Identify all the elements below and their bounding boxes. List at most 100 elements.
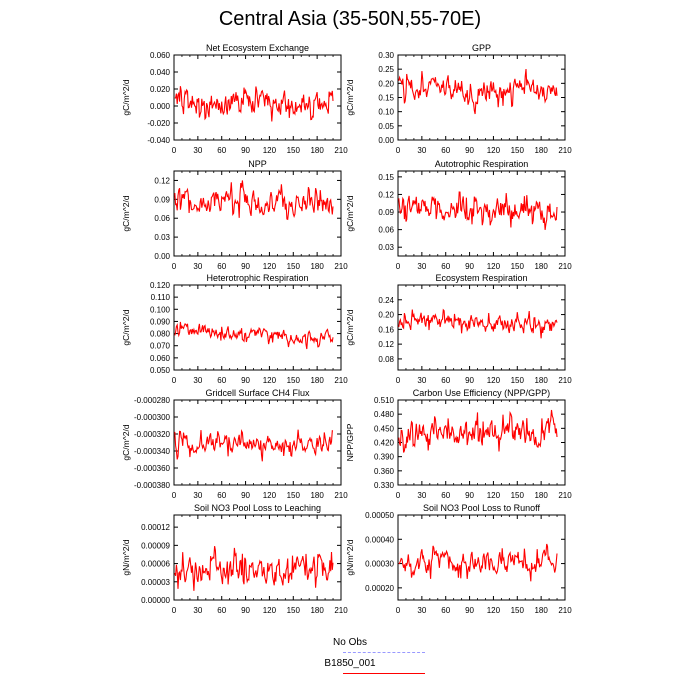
y-tick-label: 0.03: [154, 233, 170, 242]
y-tick-label: -0.000280: [134, 396, 171, 405]
y-tick-label: -0.000320: [134, 430, 171, 439]
y-tick-label: 0.080: [150, 330, 171, 339]
x-tick-label: 0: [396, 262, 401, 271]
x-tick-label: 210: [558, 606, 572, 615]
x-tick-label: 180: [310, 491, 324, 500]
x-tick-label: 120: [487, 376, 501, 385]
series-line: [174, 429, 334, 462]
y-tick-label: -0.000300: [134, 413, 171, 422]
legend-line-no-obs: [343, 652, 425, 653]
series-line: [174, 321, 334, 350]
x-tick-label: 210: [334, 262, 348, 271]
figure-title: Central Asia (35-50N,55-70E): [218, 8, 482, 30]
x-tick-label: 30: [193, 491, 202, 500]
panel-frame: [173, 284, 342, 371]
x-tick-label: 90: [241, 606, 250, 615]
panel-title: GPP: [472, 43, 491, 53]
y-axis-label: gC/m^2/d: [121, 309, 131, 345]
y-axis-label: NPP/GPP: [345, 423, 355, 461]
x-tick-label: 120: [263, 606, 277, 615]
y-tick-label: 0.20: [378, 79, 394, 88]
x-tick-label: 150: [287, 146, 301, 155]
panel-frame: [397, 170, 566, 257]
x-tick-label: 210: [558, 491, 572, 500]
y-tick-label: 0.000: [150, 102, 171, 111]
x-tick-label: 210: [334, 491, 348, 500]
x-tick-label: 60: [441, 376, 450, 385]
y-tick-label: 0.08: [378, 355, 394, 364]
x-tick-label: 210: [334, 606, 348, 615]
y-tick-label: 0.00: [378, 136, 394, 145]
x-tick-label: 60: [217, 146, 226, 155]
panel-title: Soil NO3 Pool Loss to Runoff: [423, 503, 540, 513]
legend-line-model: [343, 673, 425, 674]
x-tick-label: 120: [263, 376, 277, 385]
x-tick-label: 60: [217, 491, 226, 500]
y-tick-label: 0.00040: [365, 535, 394, 544]
panel-title: Soil NO3 Pool Loss to Leaching: [194, 503, 321, 513]
y-tick-label: 0.510: [374, 396, 395, 405]
y-tick-label: -0.000360: [134, 464, 171, 473]
y-tick-label: 0.09: [154, 195, 170, 204]
y-tick-label: 0.00000: [141, 596, 170, 605]
x-tick-label: 150: [511, 491, 525, 500]
x-tick-label: 0: [172, 606, 177, 615]
x-tick-label: 0: [172, 146, 177, 155]
x-tick-label: 180: [534, 491, 548, 500]
x-tick-label: 30: [417, 146, 426, 155]
panel-frame: [173, 399, 342, 486]
x-tick-label: 210: [558, 376, 572, 385]
x-tick-label: 180: [534, 606, 548, 615]
x-tick-label: 210: [558, 262, 572, 271]
x-tick-label: 150: [287, 491, 301, 500]
x-tick-label: 210: [334, 146, 348, 155]
x-tick-label: 60: [217, 376, 226, 385]
x-tick-label: 90: [465, 376, 474, 385]
x-tick-label: 90: [465, 606, 474, 615]
y-tick-label: 0.360: [374, 467, 395, 476]
y-tick-label: 0.05: [378, 122, 394, 131]
y-tick-label: 0.090: [150, 317, 171, 326]
y-axis-label: gC/m^2/d: [121, 424, 131, 460]
y-tick-label: 0.390: [374, 453, 395, 462]
y-tick-label: 0.06: [378, 226, 394, 235]
series-line: [174, 545, 334, 591]
y-tick-label: 0.110: [151, 293, 171, 302]
x-tick-label: 180: [310, 146, 324, 155]
x-tick-label: 150: [287, 606, 301, 615]
panel-frame: [173, 514, 342, 601]
panel-frame: [397, 284, 566, 371]
x-tick-label: 180: [534, 146, 548, 155]
x-tick-label: 210: [334, 376, 348, 385]
x-tick-label: 0: [172, 376, 177, 385]
x-tick-label: 60: [441, 606, 450, 615]
y-tick-label: 0.10: [378, 108, 394, 117]
x-tick-label: 120: [263, 491, 277, 500]
x-tick-label: 180: [534, 376, 548, 385]
panel-title: Ecosystem Respiration: [435, 273, 527, 283]
x-tick-label: 120: [487, 262, 501, 271]
y-tick-label: 0.120: [150, 281, 171, 290]
panel-title: Carbon Use Efficiency (NPP/GPP): [413, 388, 550, 398]
panel-title: Heterotrophic Respiration: [206, 273, 308, 283]
y-tick-label: 0.03: [378, 243, 394, 252]
x-tick-label: 0: [172, 491, 177, 500]
x-tick-label: 120: [263, 146, 277, 155]
x-tick-label: 90: [465, 262, 474, 271]
y-tick-label: 0.040: [150, 68, 171, 77]
y-tick-label: 0.00020: [365, 584, 394, 593]
y-tick-label: 0.00003: [141, 578, 170, 587]
x-tick-label: 90: [241, 146, 250, 155]
x-tick-label: 0: [396, 491, 401, 500]
x-tick-label: 60: [441, 491, 450, 500]
y-axis-label: gC/m^2/d: [345, 79, 355, 115]
y-tick-label: -0.040: [147, 136, 170, 145]
x-tick-label: 0: [396, 606, 401, 615]
x-tick-label: 120: [263, 262, 277, 271]
x-tick-label: 210: [558, 146, 572, 155]
x-tick-label: 150: [511, 376, 525, 385]
y-tick-label: 0.450: [374, 424, 395, 433]
y-tick-label: 0.070: [150, 342, 171, 351]
x-tick-label: 90: [465, 491, 474, 500]
x-tick-label: 30: [193, 606, 202, 615]
